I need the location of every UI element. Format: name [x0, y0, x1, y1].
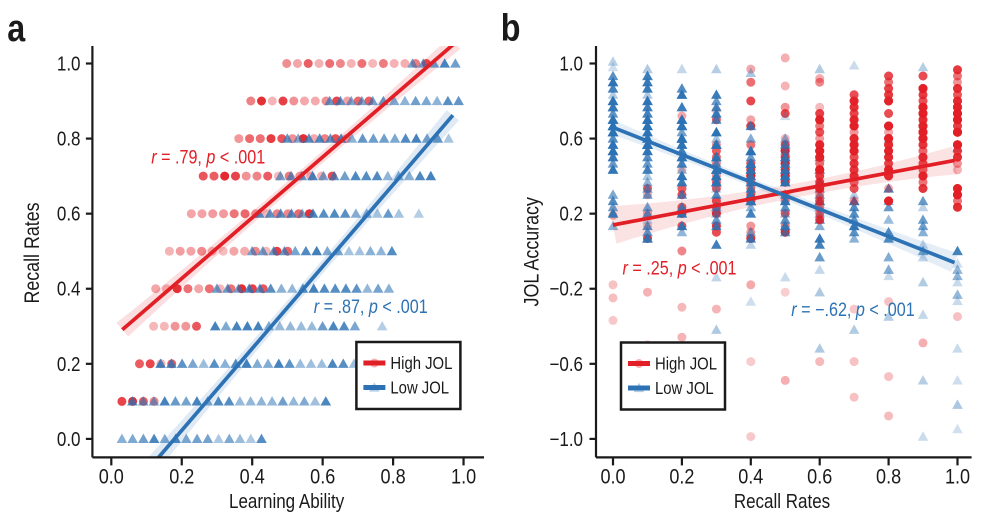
svg-text:0.6: 0.6 [807, 465, 832, 489]
svg-text:0.2: 0.2 [169, 465, 194, 489]
svg-text:0.0: 0.0 [57, 428, 81, 451]
svg-text:0.4: 0.4 [57, 277, 81, 300]
svg-text:Recall Rates: Recall Rates [21, 202, 45, 303]
svg-text:0.8: 0.8 [876, 465, 901, 489]
svg-text:r = .87, p < .001: r = .87, p < .001 [314, 296, 428, 318]
svg-text:1.0: 1.0 [57, 52, 81, 75]
svg-text:0.0: 0.0 [600, 465, 625, 489]
svg-text:JOL Accuracy: JOL Accuracy [520, 197, 544, 307]
svg-text:0.6: 0.6 [57, 202, 81, 225]
svg-text:Recall Rates: Recall Rates [734, 490, 830, 513]
svg-text:a: a [7, 8, 25, 50]
svg-text:0.0: 0.0 [99, 465, 124, 489]
svg-text:0.2: 0.2 [669, 465, 694, 489]
svg-text:0.4: 0.4 [240, 465, 265, 489]
svg-text:0.4: 0.4 [738, 465, 763, 489]
svg-text:Low JOL: Low JOL [390, 378, 449, 397]
svg-text:0.6: 0.6 [559, 127, 583, 150]
svg-text:High JOL: High JOL [655, 354, 717, 373]
svg-text:r = .79, p < .001: r = .79, p < .001 [151, 146, 265, 168]
svg-text:0.2: 0.2 [57, 352, 81, 375]
svg-text:−1.0: −1.0 [549, 428, 583, 451]
svg-text:Learning Ability: Learning Ability [229, 490, 345, 513]
svg-text:b: b [501, 7, 521, 49]
svg-text:High JOL: High JOL [390, 354, 452, 373]
svg-text:1.0: 1.0 [559, 52, 583, 75]
svg-text:r = −.62, p < .001: r = −.62, p < .001 [791, 299, 914, 321]
svg-text:1.0: 1.0 [451, 465, 476, 489]
svg-text:−0.2: −0.2 [549, 277, 583, 300]
svg-text:1.0: 1.0 [945, 465, 970, 489]
svg-text:0.2: 0.2 [559, 202, 583, 225]
svg-text:0.6: 0.6 [310, 465, 335, 489]
svg-text:Low JOL: Low JOL [655, 379, 714, 398]
svg-text:−0.6: −0.6 [549, 352, 583, 375]
svg-text:0.8: 0.8 [381, 465, 406, 489]
svg-text:0.8: 0.8 [57, 127, 81, 150]
svg-text:r = .25, p < .001: r = .25, p < .001 [622, 257, 736, 279]
